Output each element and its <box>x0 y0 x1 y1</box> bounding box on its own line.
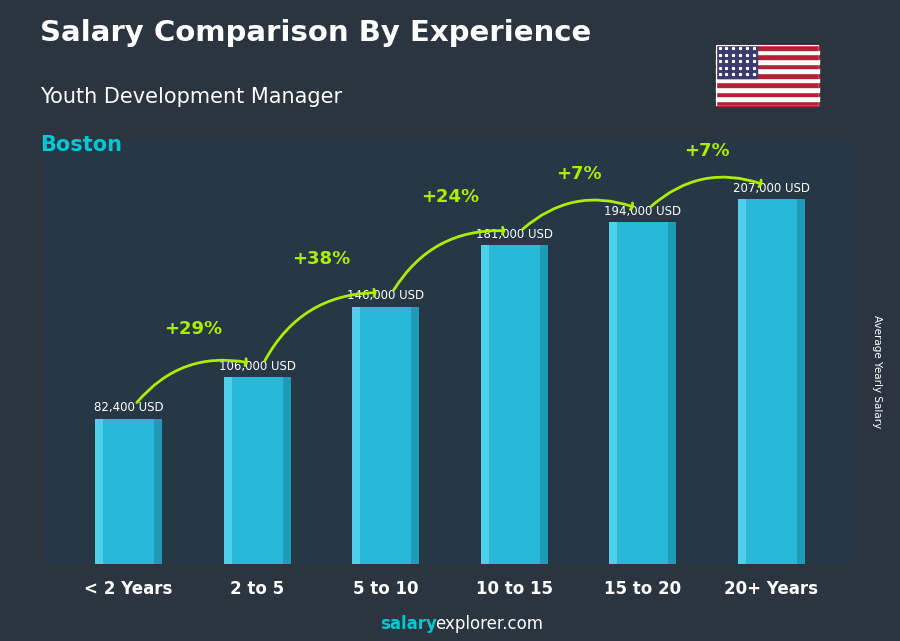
Text: +7%: +7% <box>684 142 730 160</box>
Bar <box>716 87 819 92</box>
Bar <box>716 45 819 49</box>
FancyBboxPatch shape <box>95 419 104 564</box>
Text: 181,000 USD: 181,000 USD <box>476 228 553 240</box>
Text: +29%: +29% <box>164 320 222 338</box>
Text: Average Yearly Salary: Average Yearly Salary <box>872 315 883 428</box>
Text: explorer.com: explorer.com <box>436 615 544 633</box>
FancyBboxPatch shape <box>95 419 162 564</box>
Bar <box>716 69 819 73</box>
Text: 194,000 USD: 194,000 USD <box>604 204 681 218</box>
Bar <box>716 63 819 69</box>
Bar <box>716 101 819 106</box>
FancyBboxPatch shape <box>609 222 617 564</box>
FancyBboxPatch shape <box>609 222 676 564</box>
Bar <box>716 59 819 63</box>
FancyBboxPatch shape <box>796 199 805 564</box>
Bar <box>716 49 819 54</box>
FancyBboxPatch shape <box>481 245 548 564</box>
Bar <box>716 54 819 59</box>
Text: 146,000 USD: 146,000 USD <box>347 289 424 303</box>
Text: 106,000 USD: 106,000 USD <box>219 360 295 373</box>
FancyBboxPatch shape <box>540 245 548 564</box>
Text: 207,000 USD: 207,000 USD <box>733 182 810 195</box>
Text: +24%: +24% <box>421 188 479 206</box>
Text: Youth Development Manager: Youth Development Manager <box>40 87 343 106</box>
FancyBboxPatch shape <box>352 307 360 564</box>
Text: +38%: +38% <box>292 250 351 268</box>
Text: +7%: +7% <box>556 165 601 183</box>
FancyBboxPatch shape <box>352 307 419 564</box>
FancyBboxPatch shape <box>738 199 746 564</box>
Bar <box>716 78 819 82</box>
FancyBboxPatch shape <box>224 377 291 564</box>
Text: 82,400 USD: 82,400 USD <box>94 401 164 415</box>
Bar <box>716 73 819 78</box>
Text: salary: salary <box>380 615 436 633</box>
Bar <box>716 96 819 101</box>
FancyBboxPatch shape <box>154 419 162 564</box>
FancyBboxPatch shape <box>224 377 231 564</box>
FancyBboxPatch shape <box>283 377 291 564</box>
FancyBboxPatch shape <box>669 222 676 564</box>
FancyBboxPatch shape <box>481 245 489 564</box>
FancyBboxPatch shape <box>411 307 419 564</box>
Bar <box>716 82 819 87</box>
Bar <box>716 45 757 78</box>
Text: Boston: Boston <box>40 135 122 154</box>
Text: Salary Comparison By Experience: Salary Comparison By Experience <box>40 19 592 47</box>
FancyBboxPatch shape <box>738 199 805 564</box>
Bar <box>716 92 819 96</box>
